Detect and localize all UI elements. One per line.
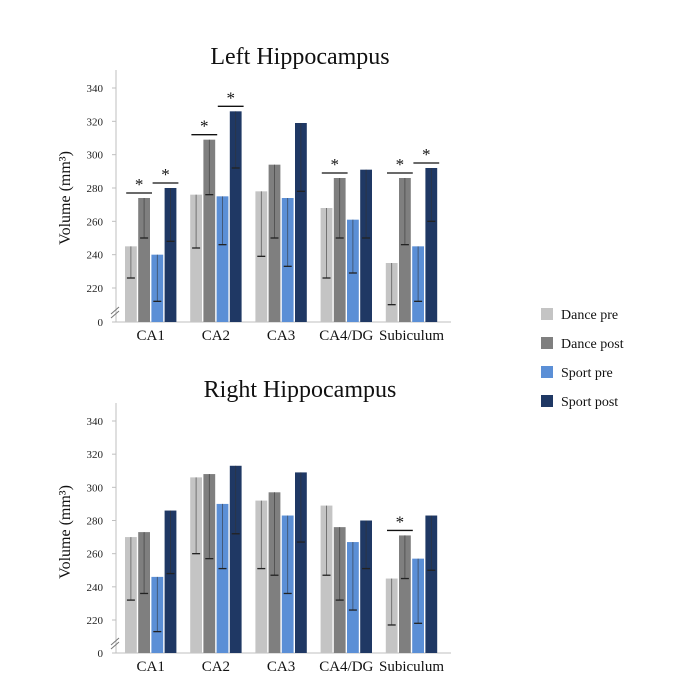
significance-star: * [396,155,405,174]
y-tick-label: 220 [87,615,104,627]
bar-dance-post-ca2 [203,474,216,653]
axis-break-mark [110,310,120,319]
legend-swatch-sport-pre [541,366,553,378]
bar-dance-pre-ca1 [125,246,137,322]
left-y-axis-title: Volume (mm³) [57,151,74,245]
category-label-ca3: CA3 [267,328,295,344]
bar-dance-pre-ca2 [190,194,202,322]
y-tick-label: 340 [87,83,104,95]
significance-star: * [422,145,431,164]
right-chart-title: Right Hippocampus [204,377,397,403]
significance-star: * [396,512,405,531]
y-tick-label: 300 [87,482,104,494]
bar-dance-pre-ca3 [255,500,268,653]
legend-label-sport-post: Sport post [561,395,618,410]
y-tick-label: 0 [98,648,104,660]
significance-star: * [161,165,170,184]
bar-dance-pre-ca2 [190,477,202,653]
bar-sport-pre-ca2 [216,503,229,653]
y-tick-label: 320 [87,116,104,128]
category-label-subiculum: Subiculum [379,659,444,675]
category-label-ca4-dg: CA4/DG [319,328,373,344]
legend-swatch-dance-pre [541,308,553,320]
category-label-ca2: CA2 [202,659,230,675]
legend-swatch-dance-post [541,337,553,349]
bar-sport-post-ca4-dg [360,520,372,653]
bar-sport-post-subiculum [425,168,438,322]
bar-dance-post-ca3 [268,164,281,322]
y-tick-label: 340 [87,416,104,428]
right-hippocampus-chart: Right Hippocampus Volume (mm³) 0 220 240 26… [57,377,451,675]
significance-star: * [330,155,339,174]
bar-dance-post-ca4-dg [333,178,346,322]
legend-label-dance-post: Dance post [561,337,624,352]
y-tick-label: 320 [87,449,104,461]
y-tick-label: 300 [87,150,104,162]
y-tick-label: 280 [87,183,104,195]
bar-sport-pre-ca2 [216,196,229,322]
bar-dance-pre-ca4-dg [320,505,333,653]
axis-break-mark [110,641,120,650]
category-label-ca4-dg: CA4/DG [319,659,373,675]
legend-label-sport-pre: Sport pre [561,366,613,381]
bar-sport-post-subiculum [425,515,438,653]
category-label-ca2: CA2 [202,328,230,344]
category-label-ca1: CA1 [137,659,165,675]
bar-sport-post-ca1 [164,188,177,322]
bar-dance-post-subiculum [399,535,411,653]
significance-star: * [135,175,144,194]
bar-sport-post-ca3 [295,472,307,653]
bar-dance-post-ca2 [203,139,216,322]
legend-swatch-sport-post [541,395,553,407]
bar-sport-post-ca4-dg [360,169,372,322]
legend: Dance pre Dance post Sport pre Sport post [541,308,624,410]
right-y-axis-title: Volume (mm³) [57,485,74,579]
right-plot-area: 0 220 240 260 280 300 320 340 CA1 CA2 CA3 CA4/DG Sub… [87,403,451,675]
left-plot-area: 0 220 240 260 280 300 320 340 CA1 CA2 CA3 CA4/DG Sub… [87,70,451,344]
bar-sport-post-ca2 [229,111,242,322]
category-label-ca1: CA1 [137,328,165,344]
y-tick-label: 260 [87,549,104,561]
category-label-ca3: CA3 [267,659,295,675]
category-label-subiculum: Subiculum [379,328,444,344]
bar-dance-post-subiculum [399,178,411,322]
legend-label-dance-pre: Dance pre [561,308,618,323]
y-tick-label: 280 [87,516,104,528]
significance-star: * [200,117,209,136]
bar-sport-post-ca1 [164,510,177,653]
bar-dance-post-ca1 [138,198,150,322]
y-tick-label: 220 [87,283,104,295]
y-tick-label: 240 [87,250,104,262]
bar-sport-post-ca2 [229,465,242,653]
left-hippocampus-chart: Left Hippocampus Volume (mm³) 0 220 240 260… [57,44,451,344]
y-tick-label: 0 [98,317,104,329]
left-chart-title: Left Hippocampus [210,44,389,70]
y-tick-label: 260 [87,216,104,228]
axis-break-mark [110,306,120,315]
y-tick-label: 240 [87,582,104,594]
axis-break-mark [110,637,120,646]
bar-sport-post-ca3 [295,123,307,322]
significance-star: * [226,88,235,107]
